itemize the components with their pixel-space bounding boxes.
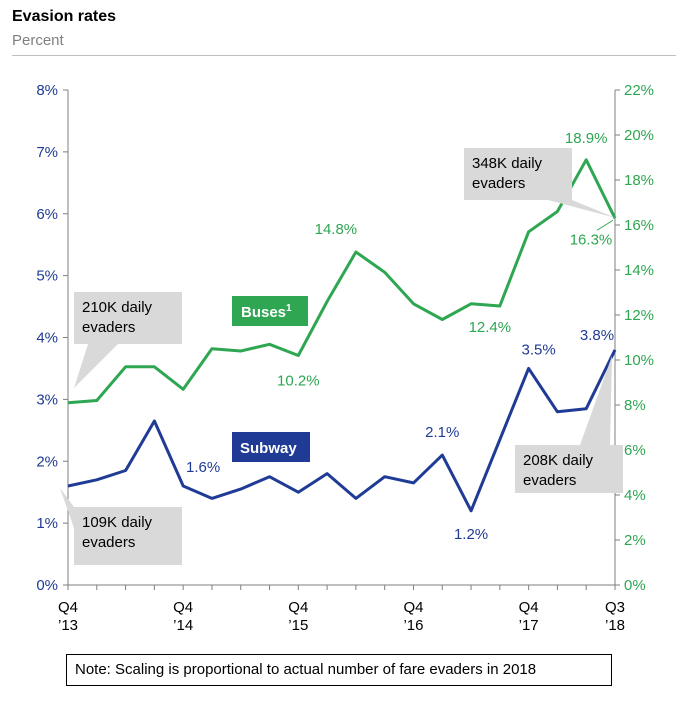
y-right-tick-label: 6% xyxy=(624,442,646,459)
x-tick-label: Q4 xyxy=(403,599,423,616)
x-tick-label: Q4 xyxy=(519,599,539,616)
y-right-tick-label: 0% xyxy=(624,577,646,594)
callout-box xyxy=(74,507,182,565)
y-right-tick-label: 20% xyxy=(624,127,654,144)
callout-box xyxy=(515,445,623,493)
evasion-rates-chart: 0% 1% 2% 3% 4% 5% 6% 7% 8% 0% 2% 4% 6% 8% 10% 12% 14% 16%… xyxy=(36,82,654,634)
y-right-tick-label: 22% xyxy=(624,82,654,99)
y-right-tick-label: 16% xyxy=(624,217,654,234)
y-left-tick-label: 0% xyxy=(36,577,58,594)
chart-subtitle: Percent xyxy=(12,32,64,49)
y-right-tick-label: 12% xyxy=(624,307,654,324)
y-right-tick-label: 18% xyxy=(624,172,654,189)
subway-data-label: 2.1% xyxy=(425,424,459,441)
buses-data-label: 18.9% xyxy=(565,130,608,147)
y-right-tick-label: 2% xyxy=(624,532,646,549)
y-right-tick-label: 10% xyxy=(624,352,654,369)
buses-label-box xyxy=(232,296,308,326)
subway-label-box xyxy=(232,432,310,462)
x-tick-label: Q3 xyxy=(605,599,625,616)
callout-text: evaders xyxy=(523,472,576,489)
callout-text: 109K daily xyxy=(82,514,153,531)
x-tick-label: ’13 xyxy=(58,617,78,634)
x-tick-label: Q4 xyxy=(288,599,308,616)
y-left-tick-label: 6% xyxy=(36,206,58,223)
callout-box xyxy=(74,292,182,344)
label-leader-line xyxy=(596,219,614,231)
scaling-note: Note: Scaling is proportional to actual … xyxy=(66,654,612,686)
y-left-tick-label: 5% xyxy=(36,268,58,285)
x-tick-label: ’16 xyxy=(403,617,423,634)
y-right-tick-label: 14% xyxy=(624,262,654,279)
callout-text: 348K daily xyxy=(472,155,543,172)
buses-line xyxy=(67,158,617,405)
x-tick-label: Q4 xyxy=(173,599,193,616)
x-tick-label: Q4 xyxy=(58,599,78,616)
buses-data-label: 14.8% xyxy=(315,221,358,238)
x-tick-label: ’18 xyxy=(605,617,625,634)
buses-data-label: 16.3% xyxy=(570,231,613,248)
callout-pointer xyxy=(74,344,118,388)
callout-pointer xyxy=(548,200,616,218)
y-left-tick-label: 4% xyxy=(36,330,58,347)
callout-text: evaders xyxy=(82,319,135,336)
title-divider xyxy=(12,55,676,56)
data-labels: Buses1 Subway 14.8% 10.2% 12.4% 18.9% 16.3% 1.6… xyxy=(186,130,614,543)
y-right-tick-label: 8% xyxy=(624,397,646,414)
callout-text: 208K daily xyxy=(523,452,594,469)
x-tick-label: ’17 xyxy=(519,617,539,634)
buses-series-label: Buses1 xyxy=(241,303,292,321)
subway-data-label: 3.5% xyxy=(522,341,556,358)
subway-line xyxy=(67,349,617,513)
y-left-tick-label: 1% xyxy=(36,515,58,532)
callout-pointer xyxy=(60,488,74,528)
series-lines xyxy=(67,158,617,513)
x-tick-label: ’14 xyxy=(173,617,193,634)
y-left-tick-label: 8% xyxy=(36,82,58,99)
subway-series-label: Subway xyxy=(240,440,297,457)
callout-text: evaders xyxy=(82,534,135,551)
buses-data-label: 12.4% xyxy=(469,319,512,336)
axes: 0% 1% 2% 3% 4% 5% 6% 7% 8% 0% 2% 4% 6% 8% 10% 12% 14% 16%… xyxy=(36,82,654,634)
callout-text: evaders xyxy=(472,175,525,192)
y-right-tick-label: 4% xyxy=(624,487,646,504)
y-left-tick-label: 7% xyxy=(36,144,58,161)
chart-title: Evasion rates xyxy=(12,8,117,25)
y-left-tick-label: 3% xyxy=(36,391,58,408)
y-left-tick-label: 2% xyxy=(36,453,58,470)
callouts: 210K daily evaders 348K daily evaders 109K d… xyxy=(60,148,623,565)
buses-data-label: 10.2% xyxy=(277,373,320,390)
callout-text: 210K daily xyxy=(82,299,153,316)
callout-pointer xyxy=(580,356,612,445)
callout-box xyxy=(464,148,572,200)
subway-data-label: 1.2% xyxy=(454,526,488,543)
x-tick-label: ’15 xyxy=(288,617,308,634)
subway-data-label: 1.6% xyxy=(186,459,220,476)
subway-data-label: 3.8% xyxy=(580,327,614,344)
